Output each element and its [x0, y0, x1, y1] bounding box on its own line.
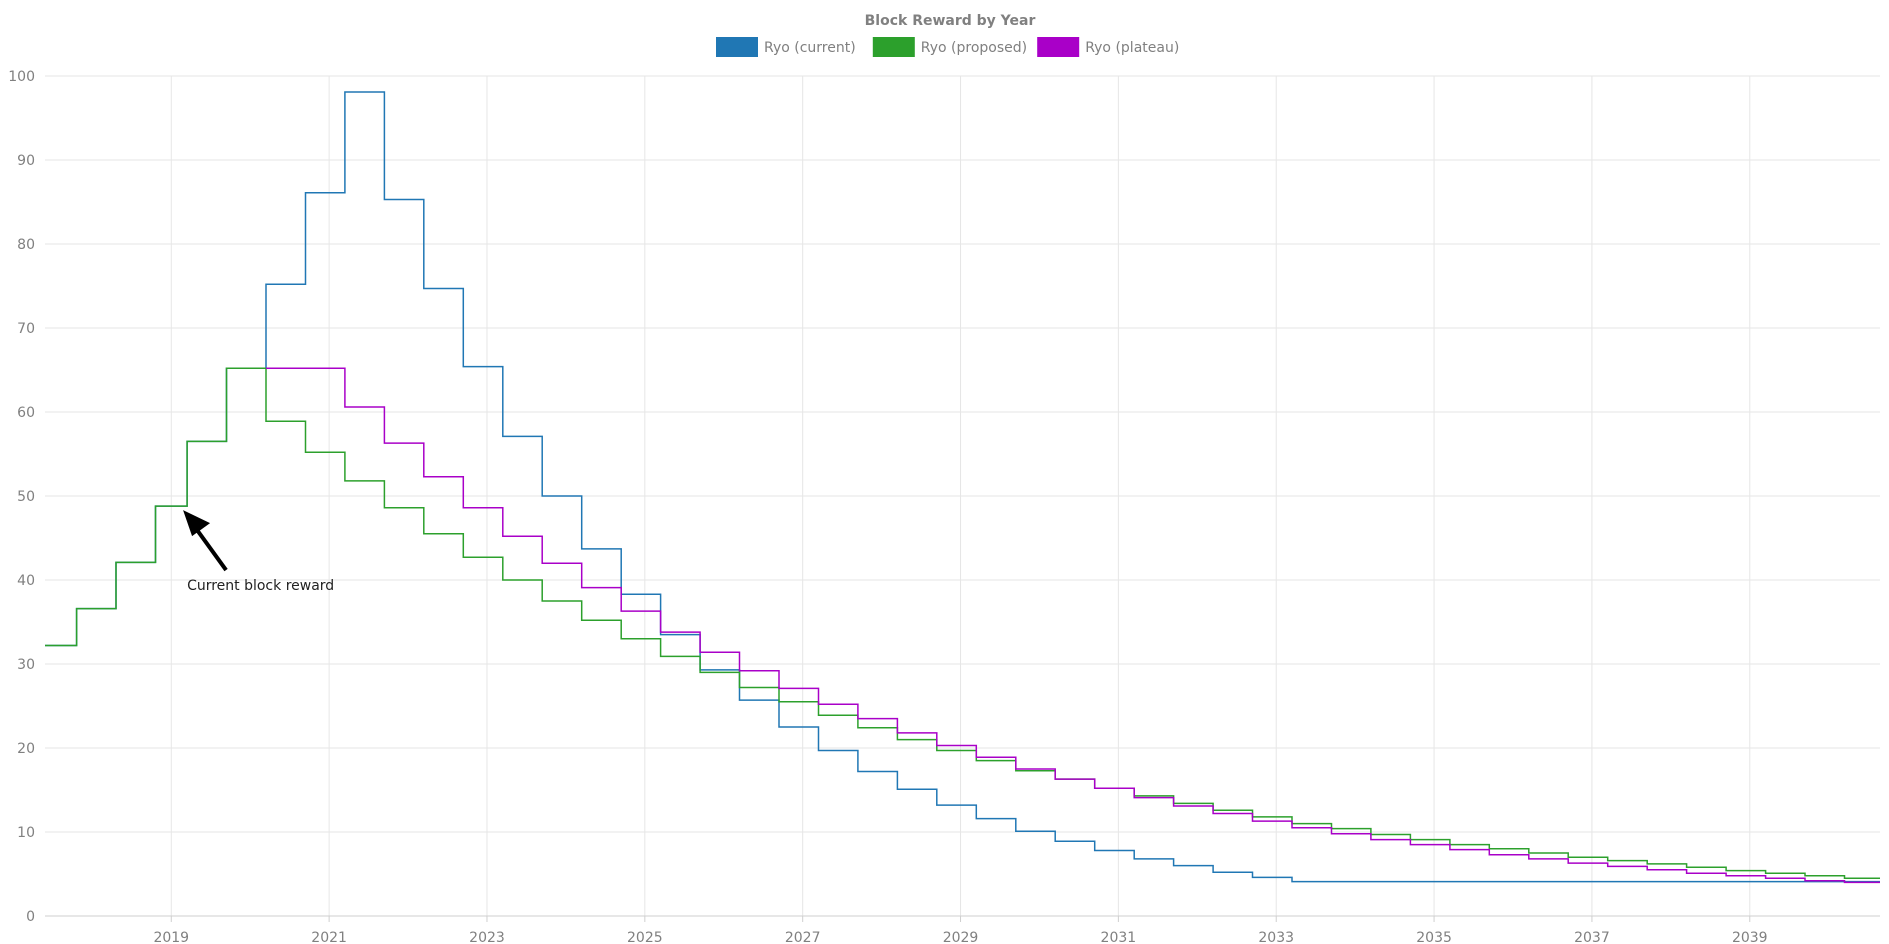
axes: 0 10 20 30 40 50 60 70 80 90 100 2019 2021 2023 2025 20… — [8, 69, 1880, 944]
annotation-arrow-head — [183, 510, 211, 537]
x-tick-label: 2027 — [785, 930, 821, 944]
y-tick-label: 60 — [17, 405, 35, 421]
y-tick-label: 100 — [8, 69, 35, 85]
legend-label: Ryo (current) — [764, 40, 856, 56]
y-tick-label: 30 — [17, 657, 35, 673]
x-tick-label: 2023 — [469, 930, 505, 944]
grid — [45, 75, 1880, 916]
x-tick-label: 2035 — [1416, 930, 1452, 944]
y-tick-label: 0 — [26, 909, 35, 925]
x-tick-label: 2021 — [311, 930, 347, 944]
x-tick-label: 2033 — [1258, 930, 1294, 944]
x-tick-label: 2039 — [1732, 930, 1768, 944]
annotation-layer: Current block reward — [183, 510, 334, 594]
chart-title: Block Reward by Year — [865, 13, 1036, 29]
x-tick-label: 2037 — [1574, 930, 1610, 944]
y-tick-label: 70 — [17, 321, 35, 337]
x-tick-label: 2031 — [1101, 930, 1137, 944]
annotation-label: Current block reward — [187, 578, 334, 594]
x-tick-label: 2025 — [627, 930, 663, 944]
x-tick-label: 2019 — [153, 930, 189, 944]
y-tick-label: 80 — [17, 237, 35, 253]
legend-swatch — [872, 37, 915, 57]
y-tick-label: 40 — [17, 573, 35, 589]
series-line-3 — [266, 367, 1880, 884]
legend: Ryo (current) Ryo (proposed) Ryo (plateau) — [716, 37, 1179, 57]
y-tick-label: 20 — [17, 741, 35, 757]
legend-swatch — [1037, 37, 1080, 57]
series-line-2 — [45, 367, 1880, 879]
legend-swatch — [716, 37, 758, 57]
legend-label: Ryo (plateau) — [1085, 40, 1179, 56]
series-layer — [45, 91, 1880, 884]
series-line-1 — [45, 91, 1880, 883]
y-tick-label: 10 — [17, 825, 35, 841]
y-tick-label: 90 — [17, 153, 35, 169]
legend-label: Ryo (proposed) — [921, 40, 1027, 56]
y-tick-label: 50 — [17, 489, 35, 505]
x-tick-label: 2029 — [943, 930, 979, 944]
